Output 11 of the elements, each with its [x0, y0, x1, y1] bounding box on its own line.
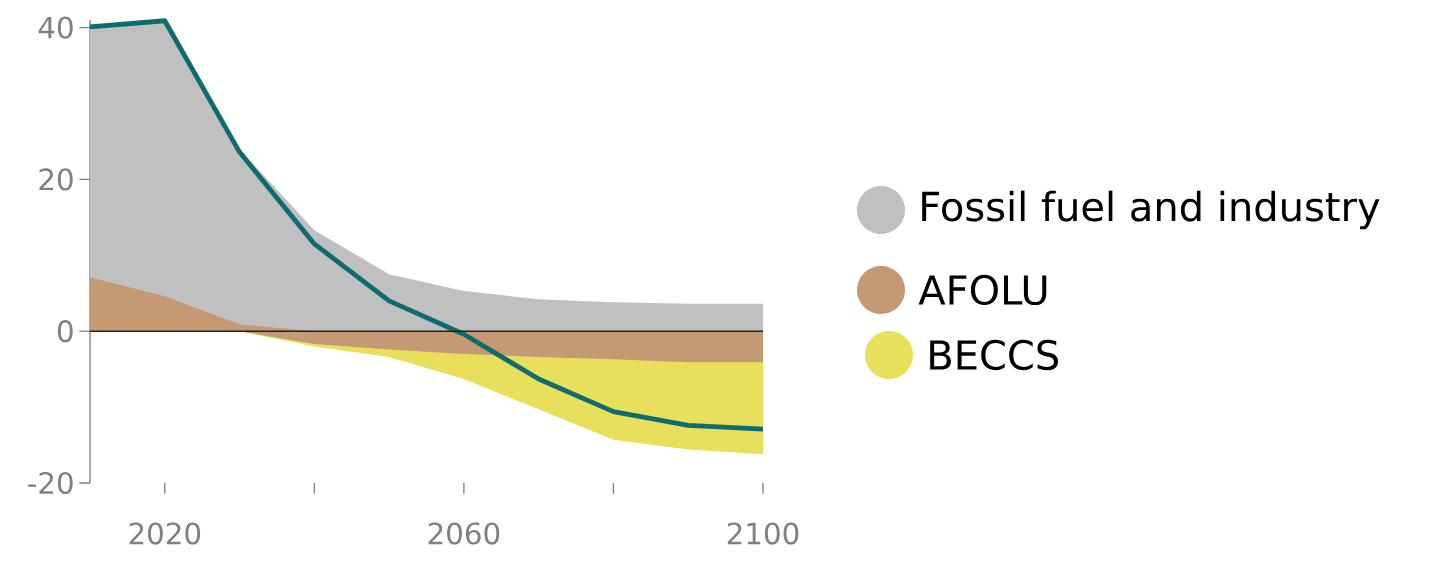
x-tick-label: 2060 — [428, 522, 500, 545]
line-series — [87, 18, 766, 432]
y-tick-label: -20 — [28, 471, 73, 495]
y-tick-label: 0 — [57, 320, 73, 343]
y-tick-label: 40 — [38, 16, 73, 39]
legend-label: AFOLU — [918, 274, 1047, 306]
y-tick-label: 20 — [39, 168, 73, 191]
x-tick-label: 2020 — [129, 522, 201, 545]
x-tick-label: 2100 — [727, 522, 799, 545]
legend-label: Fossil fuel and industry — [922, 190, 1380, 230]
legend-label: BECCS — [930, 339, 1058, 371]
